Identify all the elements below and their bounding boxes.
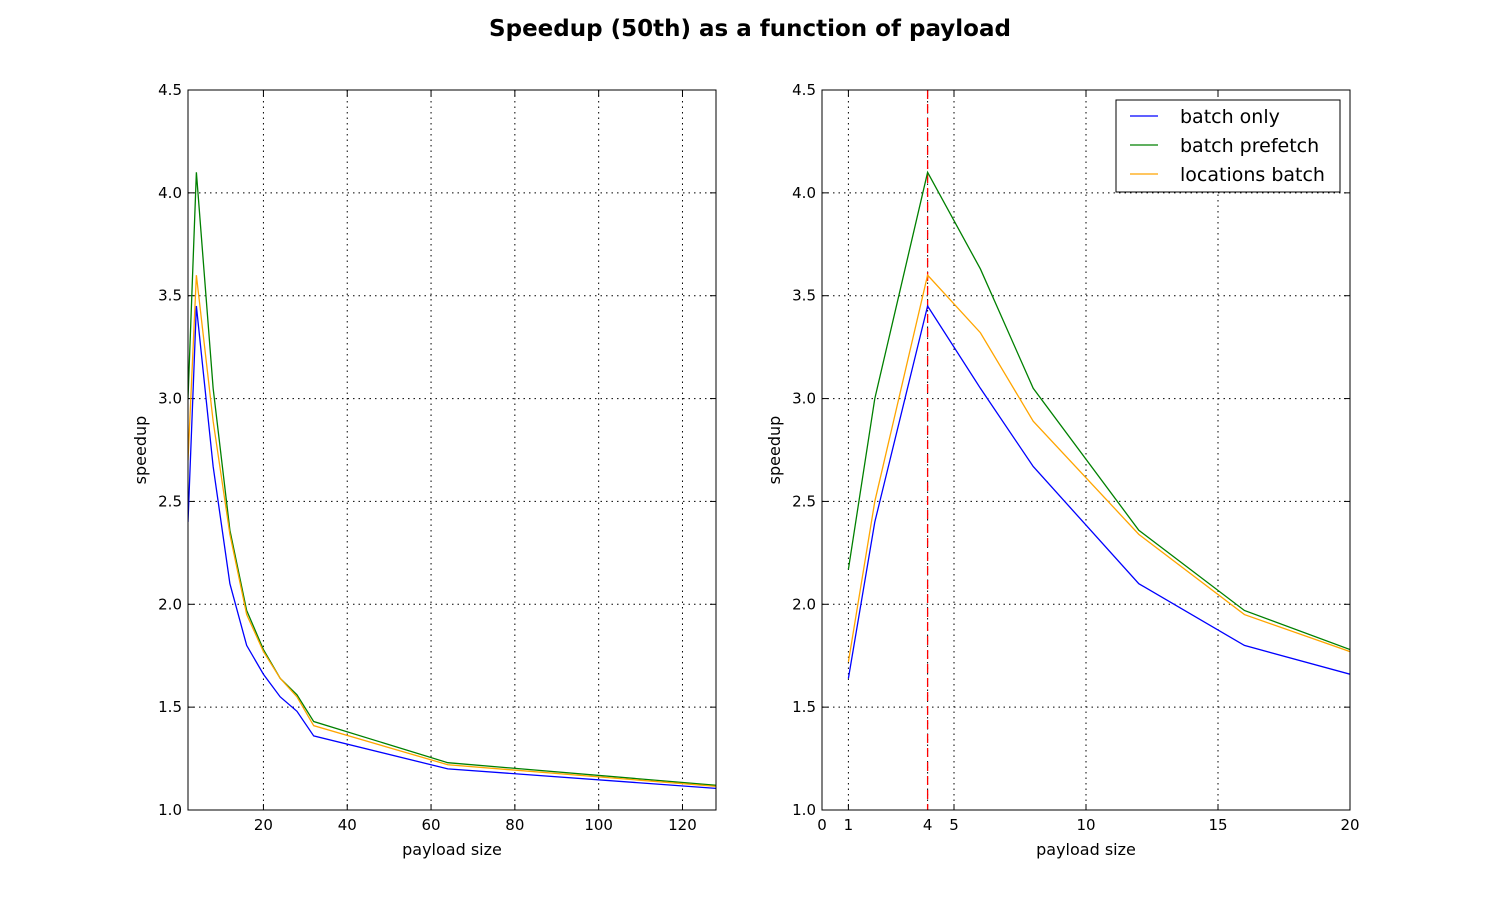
y-tick-label: 1.0 [158,801,182,819]
y-tick-label: 2.0 [792,595,816,613]
x-tick-label: 40 [338,816,357,834]
series-line-batch-only [847,304,1350,679]
y-tick-label: 1.5 [792,698,816,716]
x-tick-label: 60 [422,816,441,834]
x-axis-label: payload size [402,840,502,859]
x-tick-label: 15 [1208,816,1227,834]
axes-frame [821,89,1351,811]
x-tick-label: 5 [949,816,959,834]
x-tick-label: 80 [505,816,524,834]
x-tick-label: 1 [844,816,854,834]
y-tick-label: 4.5 [792,81,816,99]
x-axis-label: payload size [1036,840,1136,859]
y-tick-label: 4.5 [158,81,182,99]
y-axis-label: speedup [765,416,784,485]
legend-label: locations batch [1180,164,1325,186]
x-tick-label: 20 [1340,816,1359,834]
axes-frame [187,89,717,811]
y-tick-label: 2.5 [792,492,816,510]
y-tick-label: 4.0 [792,184,816,202]
legend-label: batch prefetch [1180,135,1319,157]
x-tick-label: 20 [254,816,273,834]
figure-title: Speedup (50th) as a function of payload [489,16,1011,42]
chart-panel-2: 0 1 4 5 10 15 20 1.0 1.5 2.0 2.5 3.0 3.5 4.0 4.5 payloa… [765,81,1360,859]
y-axis-label: speedup [131,416,150,485]
chart-panel-1: 20 40 60 80 100 120 1.0 1.5 2.0 2.5 3.0 3.5 4.0 4.5 pa… [131,81,717,859]
series-line-batch-only [188,305,716,790]
y-tick-label: 1.5 [158,698,182,716]
x-tick-label: 100 [584,816,613,834]
legend: batch only batch prefetch locations batch [1115,99,1341,193]
y-tick-label: 2.0 [158,595,182,613]
y-tick-label: 3.5 [158,287,182,305]
series-line-batch-prefetch [847,170,1350,651]
series-line-batch-prefetch [188,172,716,786]
legend-label: batch only [1180,106,1280,128]
y-tick-label: 3.0 [792,390,816,408]
x-tick-label: 10 [1076,816,1095,834]
x-tick-label: 0 [817,816,827,834]
y-tick-label: 4.0 [158,184,182,202]
legend-box [1115,99,1341,193]
y-tick-label: 3.0 [158,390,182,408]
series-line-locations-batch [188,275,716,787]
x-tick-label: 120 [668,816,697,834]
y-tick-label: 2.5 [158,492,182,510]
series-line-locations-batch [847,273,1350,662]
y-tick-label: 1.0 [792,801,816,819]
x-tick-label: 4 [923,816,933,834]
y-tick-label: 3.5 [792,287,816,305]
